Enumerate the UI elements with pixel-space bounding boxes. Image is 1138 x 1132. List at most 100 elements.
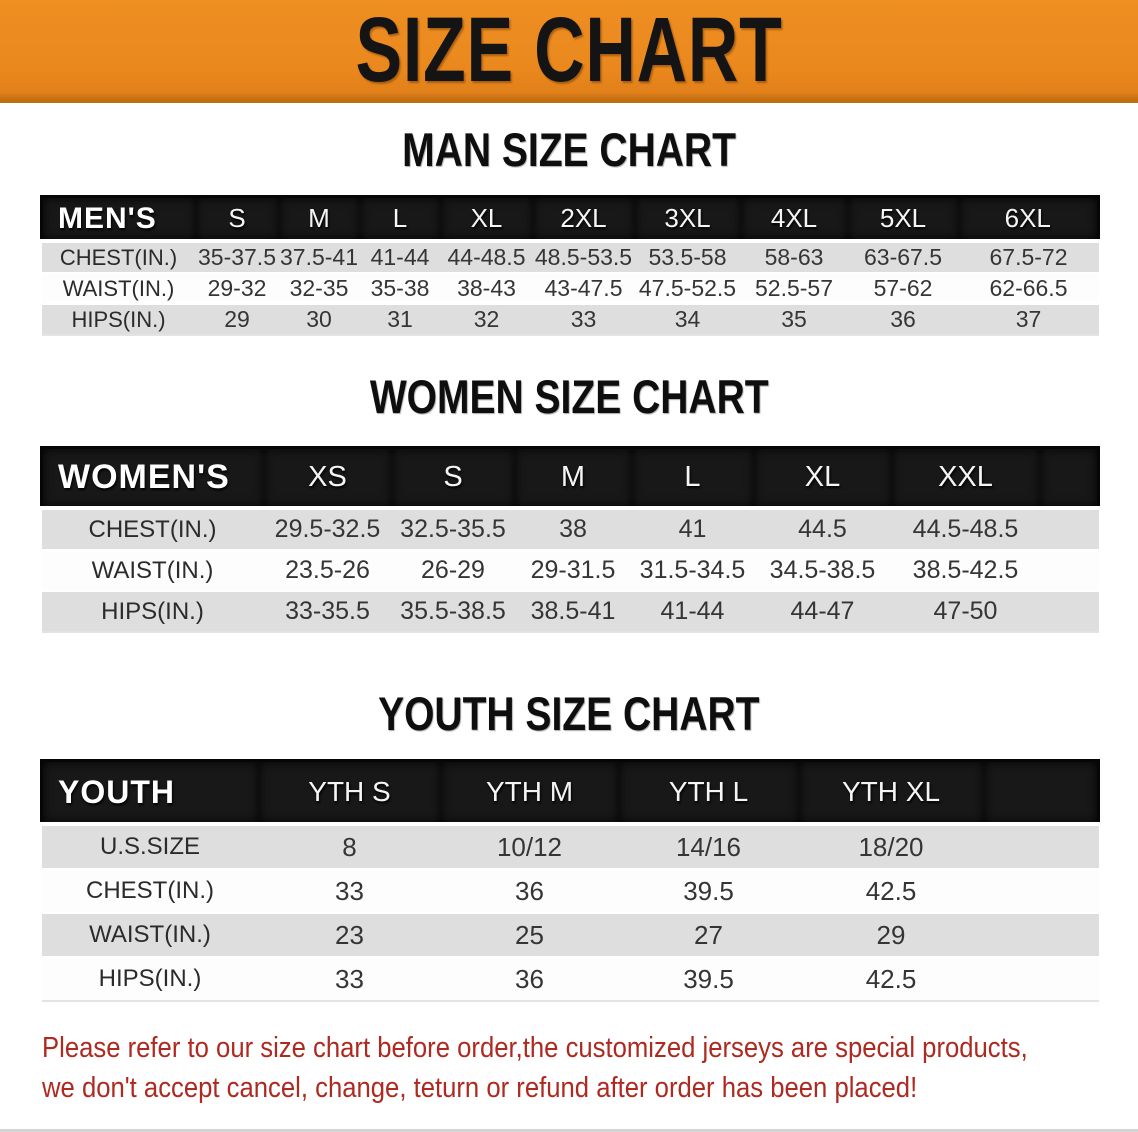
value-cell: 58-63 [740,239,848,273]
value-cell: 32-35 [278,272,360,304]
youth-header-label: YOUTH [40,759,259,825]
filler-cell [1039,506,1099,550]
table-row: HIPS(IN.) 33-35.5 35.5-38.5 38.5-41 41-44 44-… [41,590,1099,633]
value-cell: 57-62 [847,272,959,304]
value-cell: 47.5-52.5 [634,272,741,304]
value-cell: 14/16 [618,822,799,869]
value-cell: 44-48.5 [440,239,533,273]
man-size-table: MEN'S S M L XL 2XL 3XL 4XL 5XL 6XL CHEST(IN.) 35-37… [40,195,1100,336]
value-cell: 42.5 [798,956,984,1002]
column-header: YTH XL [798,759,984,825]
table-row: HIPS(IN.) 29 30 31 32 33 34 35 36 37 [41,303,1099,336]
value-cell: 35-37.5 [195,239,279,273]
row-label: HIPS(IN.) [41,303,196,336]
filler-cell [983,912,1099,957]
row-label: WAIST(IN.) [41,912,259,957]
value-cell: 38.5-41 [514,590,632,633]
filler-cell [1039,549,1099,591]
value-cell: 36 [440,956,619,1002]
column-header: XXL [891,446,1040,509]
row-label: WAIST(IN.) [41,272,196,304]
value-cell: 29.5-32.5 [263,506,392,550]
disclaimer-line-2: we don't accept cancel, change, teturn o… [42,1072,918,1104]
column-header: 2XL [532,195,635,242]
value-cell: 35-38 [359,272,441,304]
youth-size-chart-title-text: YOUTH SIZE CHART [378,687,760,740]
value-cell: 36 [440,868,619,913]
value-cell: 8 [258,822,441,869]
row-label: CHEST(IN.) [41,868,259,913]
value-cell: 31 [359,303,441,336]
value-cell: 38 [514,506,632,550]
disclaimer-line-1: Please refer to our size chart before or… [42,1032,1028,1064]
women-size-chart-title-text: WOMEN SIZE CHART [369,370,769,423]
value-cell: 44.5-48.5 [891,506,1040,550]
value-cell: 32.5-35.5 [391,506,515,550]
value-cell: 62-66.5 [958,272,1099,304]
column-header: 4XL [740,195,848,242]
row-label: CHEST(IN.) [41,506,264,550]
value-cell: 23.5-26 [263,549,392,591]
filler-cell [1039,590,1099,633]
table-row: HIPS(IN.) 33 36 39.5 42.5 [41,956,1099,1002]
value-cell: 39.5 [618,868,799,913]
youth-size-table: YOUTH YTH S YTH M YTH L YTH XL U.S.SIZE 8 10/12… [40,759,1100,1002]
value-cell: 26-29 [391,549,515,591]
youth-header-row: YOUTH YTH S YTH M YTH L YTH XL [40,759,1100,825]
value-cell: 41-44 [631,590,754,633]
value-cell: 41-44 [359,239,441,273]
filler-cell [1039,446,1100,509]
value-cell: 29 [798,912,984,957]
value-cell: 10/12 [440,822,619,869]
women-size-table: WOMEN'S XS S M L XL XXL CHEST(IN.) 29.5-32.5 32.5… [40,446,1100,633]
value-cell: 29-32 [195,272,279,304]
filler-cell [983,868,1099,913]
filler-cell [983,956,1099,1002]
column-header: M [278,195,360,242]
column-header: YTH S [258,759,441,825]
row-label: U.S.SIZE [41,822,259,869]
value-cell: 63-67.5 [847,239,959,273]
column-header: 3XL [634,195,741,242]
row-label: CHEST(IN.) [41,239,196,273]
man-header-row: MEN'S S M L XL 2XL 3XL 4XL 5XL 6XL [40,195,1100,242]
value-cell: 18/20 [798,822,984,869]
filler-cell [983,822,1099,869]
value-cell: 41 [631,506,754,550]
value-cell: 53.5-58 [634,239,741,273]
column-header: S [195,195,279,242]
value-cell: 25 [440,912,619,957]
value-cell: 42.5 [798,868,984,913]
column-header: YTH L [618,759,799,825]
table-row: U.S.SIZE 8 10/12 14/16 18/20 [41,822,1099,869]
value-cell: 33 [258,868,441,913]
value-cell: 33 [258,956,441,1002]
column-header: 6XL [958,195,1100,242]
man-size-chart-title: MAN SIZE CHART [0,125,1138,175]
value-cell: 29 [195,303,279,336]
value-cell: 39.5 [618,956,799,1002]
value-cell: 34.5-38.5 [753,549,892,591]
column-header: 5XL [847,195,959,242]
filler-cell [983,759,1100,825]
table-row: CHEST(IN.) 29.5-32.5 32.5-35.5 38 41 44.5 44.5… [41,506,1099,550]
women-size-chart-title: WOMEN SIZE CHART [0,372,1138,422]
row-label: WAIST(IN.) [41,549,264,591]
disclaimer-text: Please refer to our size chart before or… [0,1028,1138,1108]
row-label: HIPS(IN.) [41,956,259,1002]
man-header-label: MEN'S [40,195,196,242]
value-cell: 52.5-57 [740,272,848,304]
value-cell: 44.5 [753,506,892,550]
column-header: XS [263,446,392,509]
column-header: M [514,446,632,509]
youth-size-chart-title: YOUTH SIZE CHART [0,689,1138,739]
table-row: WAIST(IN.) 23.5-26 26-29 29-31.5 31.5-34.5 34… [41,549,1099,591]
value-cell: 38.5-42.5 [891,549,1040,591]
value-cell: 38-43 [440,272,533,304]
table-row: CHEST(IN.) 33 36 39.5 42.5 [41,868,1099,913]
value-cell: 34 [634,303,741,336]
value-cell: 33 [532,303,635,336]
row-label: HIPS(IN.) [41,590,264,633]
column-header: XL [753,446,892,509]
value-cell: 47-50 [891,590,1040,633]
